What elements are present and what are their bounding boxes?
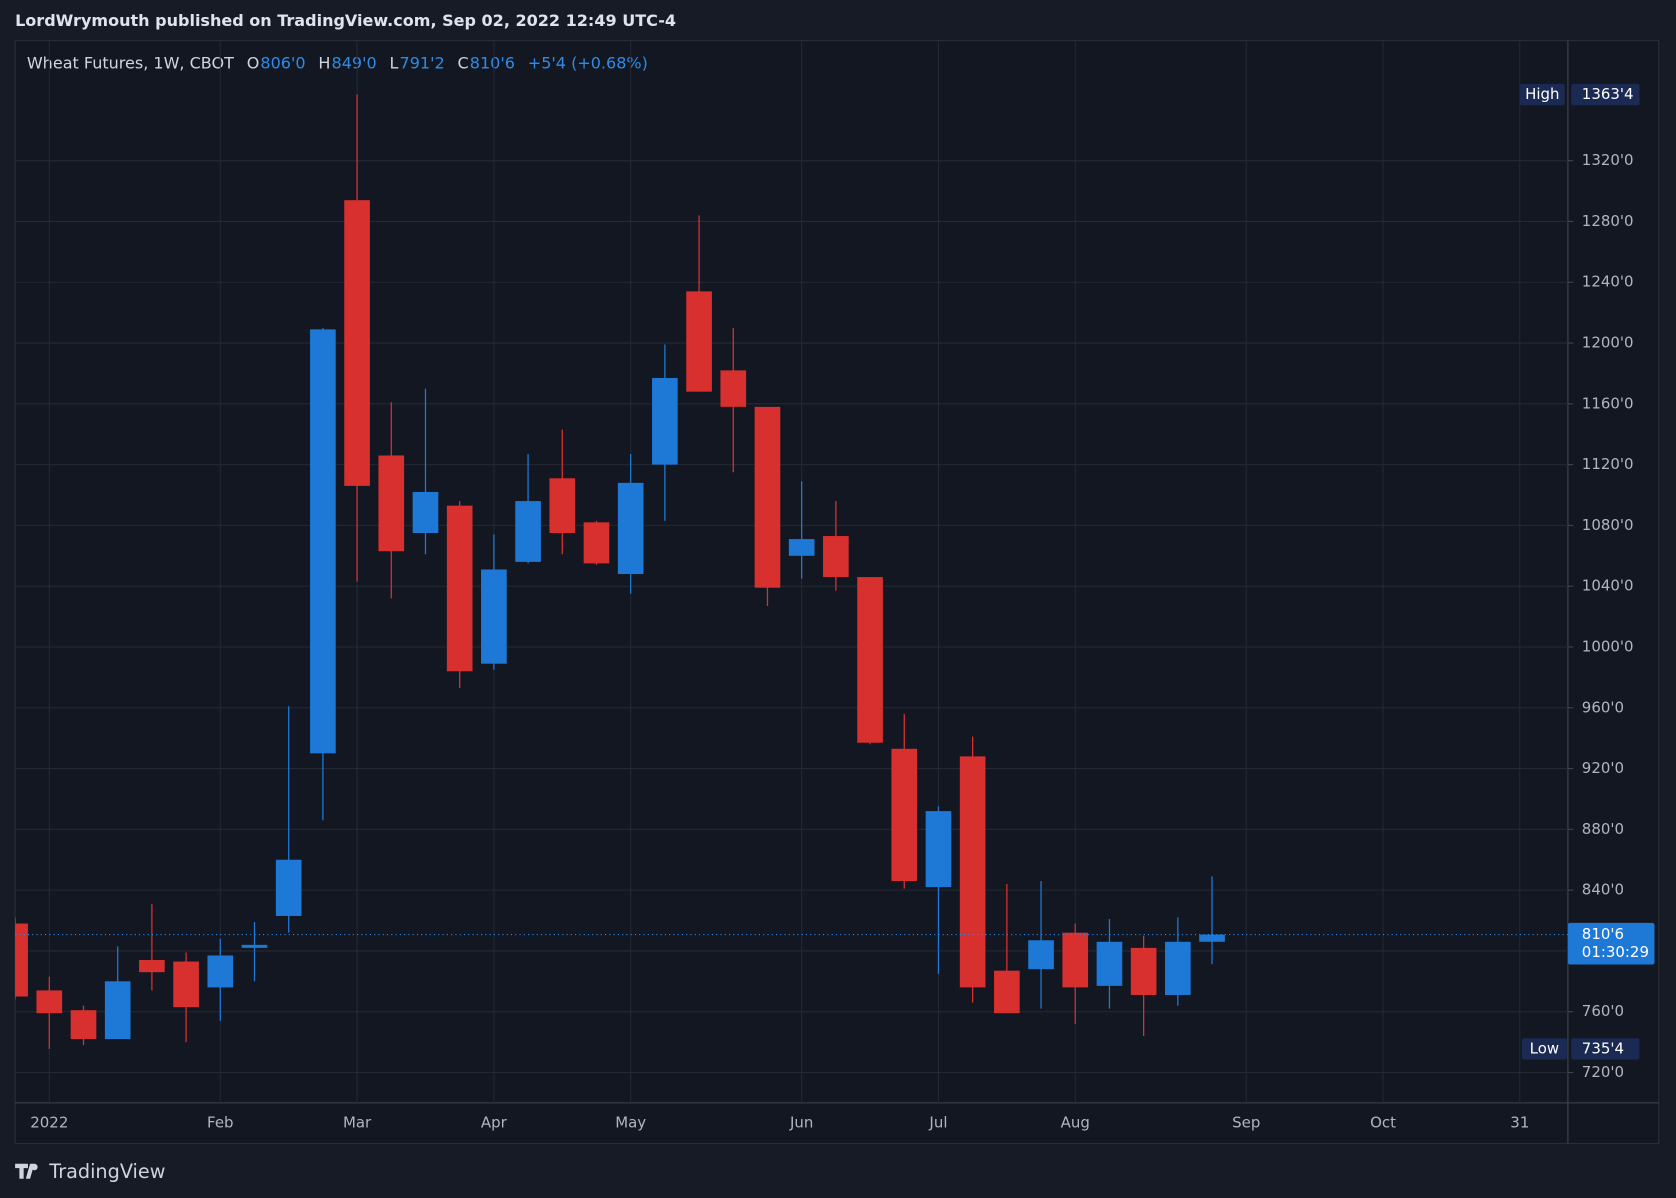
x-tick-label: Oct — [1370, 1114, 1396, 1132]
marker-name: Low — [1530, 1039, 1559, 1057]
candle-body — [583, 522, 610, 564]
candle-body — [754, 406, 781, 588]
candle-body — [1062, 932, 1089, 988]
candle-body — [1130, 947, 1157, 995]
x-tick-label: Sep — [1232, 1114, 1260, 1132]
ohlc-legend: Wheat Futures, 1W, CBOT O 806'0 H 849'0 L 791… — [27, 54, 648, 73]
candle-body — [652, 377, 678, 465]
x-tick-label: Jul — [928, 1114, 947, 1132]
x-tick-label: 2022 — [30, 1114, 68, 1132]
candle-body — [104, 981, 131, 1040]
y-tick-label: 1120'0 — [1582, 455, 1634, 473]
x-tick-label: Apr — [481, 1114, 508, 1132]
legend-value: 806'0 — [260, 54, 305, 73]
brand-logo: TradingView — [15, 1160, 165, 1183]
marker-price: 735'4 — [1582, 1039, 1624, 1057]
legend-value: 791'2 — [400, 54, 445, 73]
x-tick-label: Aug — [1061, 1114, 1090, 1132]
candle-body — [994, 970, 1020, 1014]
y-tick-label: 1320'0 — [1582, 151, 1634, 169]
legend-value: 810'6 — [470, 54, 515, 73]
legend-key: O — [247, 54, 260, 73]
legend-key: L — [390, 54, 399, 73]
candle-body — [720, 370, 747, 407]
y-tick-label: 760'0 — [1582, 1002, 1624, 1020]
candle-body — [139, 960, 165, 973]
candle-body — [70, 1010, 97, 1040]
candle-body — [275, 859, 302, 916]
candle-body — [891, 748, 918, 882]
y-tick-label: 720'0 — [1582, 1063, 1624, 1081]
legend-change: +5'4 (+0.68%) — [528, 54, 648, 73]
candle-body — [173, 961, 199, 1008]
candle-body — [446, 505, 473, 672]
candle-body — [36, 990, 63, 1014]
y-tick-label: 1160'0 — [1582, 394, 1634, 412]
candle-body — [15, 923, 28, 997]
candle-body — [412, 491, 439, 533]
marker-name: High — [1525, 85, 1559, 103]
marker-name-box — [1519, 83, 1565, 106]
candle-body — [310, 329, 336, 754]
candle-body — [1028, 940, 1054, 970]
candle-body — [241, 944, 268, 948]
marker-price-box — [1571, 83, 1640, 106]
legend-key: H — [318, 54, 330, 73]
logo-mark — [15, 1163, 38, 1179]
candle-body — [1165, 941, 1191, 995]
last-price-label: 810'6 — [1582, 925, 1624, 943]
marker-name-box — [1521, 1038, 1567, 1060]
legend-key: C — [458, 54, 469, 73]
x-tick-label: Mar — [343, 1114, 372, 1132]
countdown: 01:30:29 — [1582, 943, 1649, 961]
candle-body — [378, 455, 405, 552]
y-tick-label: 1200'0 — [1582, 334, 1634, 352]
brand-name: TradingView — [48, 1160, 165, 1183]
y-tick-label: 960'0 — [1582, 698, 1624, 716]
x-tick-label: 31 — [1510, 1114, 1529, 1132]
y-tick-label: 920'0 — [1582, 759, 1624, 777]
candles — [15, 94, 1225, 1049]
overlay: 720'0760'0800'0840'0880'0920'0960'01000'… — [15, 83, 1655, 1132]
marker-price-box — [1571, 1038, 1640, 1060]
x-tick-label: Feb — [207, 1114, 233, 1132]
legend-value: 849'0 — [332, 54, 377, 73]
candle-body — [1199, 934, 1225, 942]
y-tick-label: 1080'0 — [1582, 516, 1634, 534]
candle-body — [857, 577, 883, 743]
candle-body — [959, 756, 986, 988]
last-price-badge — [1567, 922, 1655, 965]
candle-body — [788, 539, 815, 556]
candle-body — [686, 291, 712, 392]
x-tick-label: May — [615, 1114, 646, 1132]
candle-body — [617, 482, 644, 575]
chart-title: Wheat Futures, 1W, CBOT — [27, 54, 234, 73]
candle-body — [515, 501, 541, 562]
y-tick-label: 1000'0 — [1582, 637, 1634, 655]
candle-body — [207, 955, 234, 988]
candle-body — [823, 536, 849, 578]
y-tick-label: 1240'0 — [1582, 273, 1634, 291]
candle-body — [344, 200, 370, 486]
candle-body — [549, 478, 576, 533]
marker-price: 1363'4 — [1582, 85, 1634, 103]
candle-body — [1096, 941, 1123, 986]
y-tick-label: 1280'0 — [1582, 212, 1634, 230]
y-tick-label: 840'0 — [1582, 881, 1624, 899]
publish-note: LordWrymouth published on TradingView.co… — [15, 11, 676, 30]
candle-body — [925, 811, 952, 888]
y-tick-label: 1040'0 — [1582, 577, 1634, 595]
x-tick-label: Jun — [789, 1114, 813, 1132]
chart-frame — [14, 40, 1660, 1145]
y-tick-label: 880'0 — [1582, 820, 1624, 838]
candle-body — [481, 569, 507, 664]
